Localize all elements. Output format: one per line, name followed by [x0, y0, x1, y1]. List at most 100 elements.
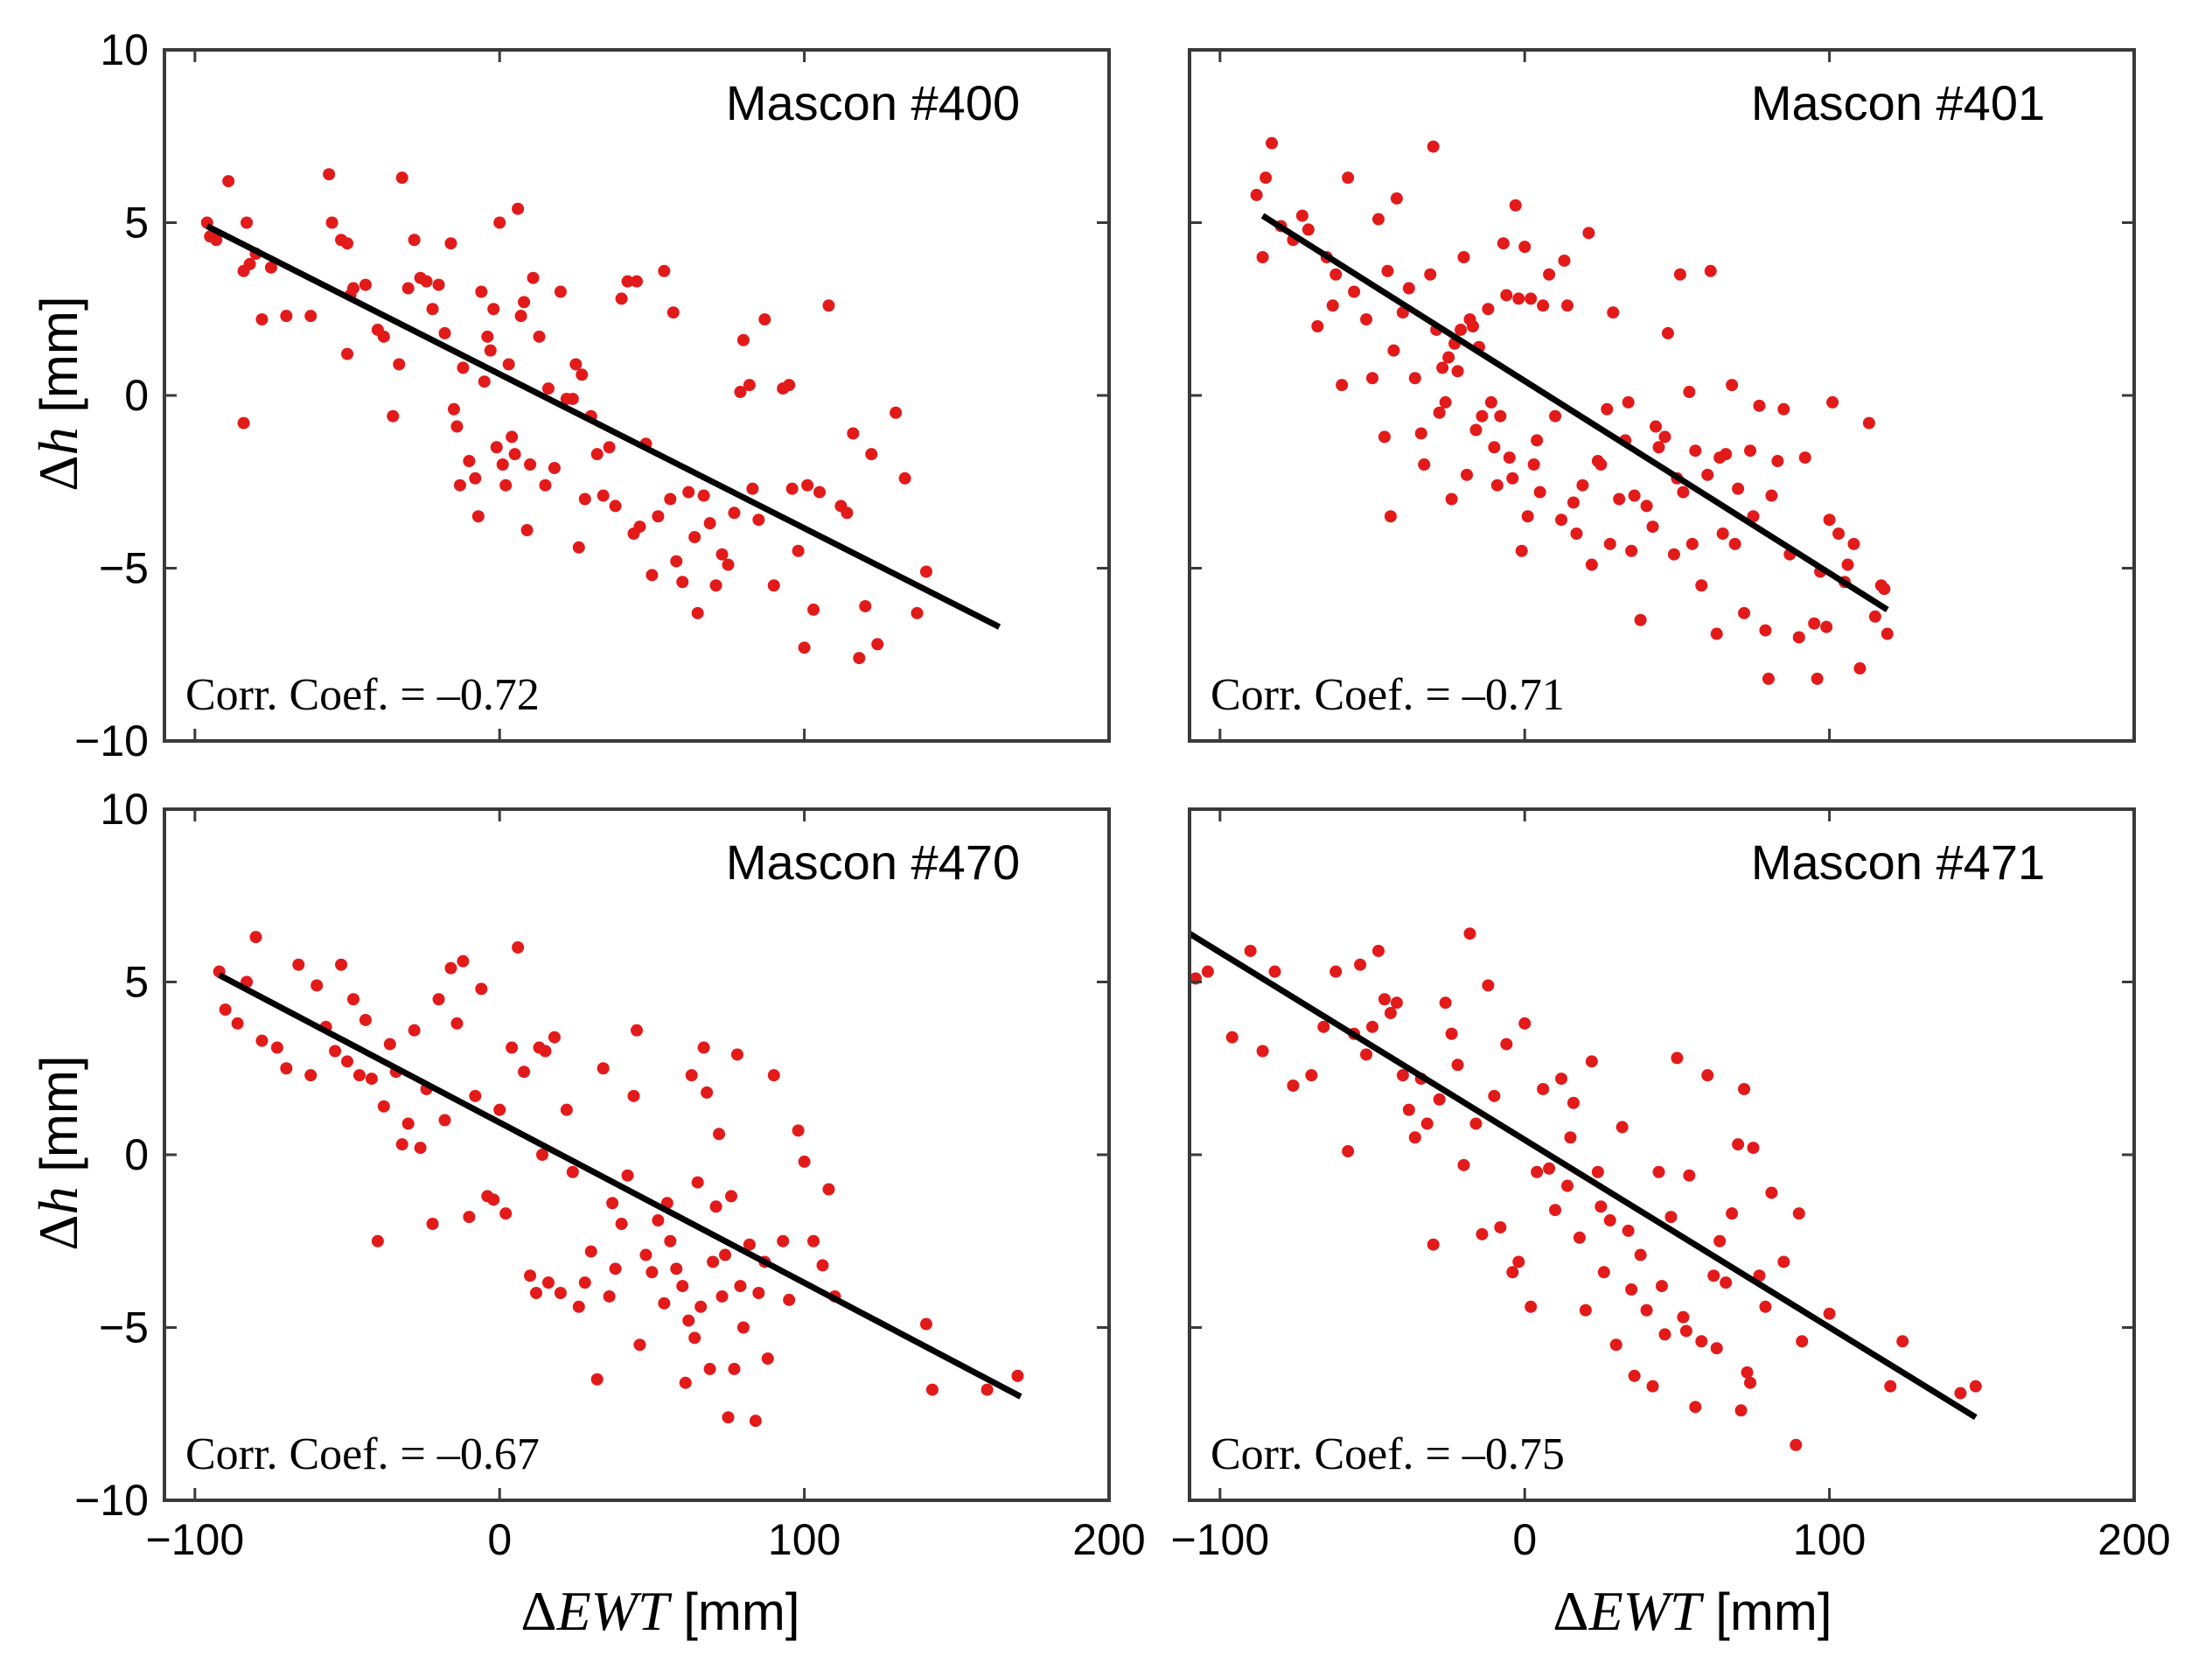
data-point	[597, 1062, 610, 1075]
x-tick-labels: −100 0 100 200	[1171, 1515, 2171, 1564]
data-point	[590, 1373, 604, 1386]
data-point	[1531, 1165, 1544, 1178]
data-point	[438, 326, 451, 339]
data-point	[1488, 1089, 1501, 1102]
data-point	[1701, 1069, 1714, 1082]
data-point	[502, 358, 515, 371]
data-point	[1506, 472, 1519, 485]
data-point	[576, 368, 589, 381]
data-point	[1564, 1131, 1577, 1144]
data-point	[658, 1296, 671, 1310]
data-point	[1518, 1017, 1532, 1030]
y-tick-label: 10	[100, 25, 149, 74]
data-point	[743, 1238, 756, 1251]
data-point	[478, 375, 491, 388]
data-point	[807, 1234, 820, 1247]
data-point	[1594, 1200, 1608, 1213]
data-point	[518, 1066, 531, 1079]
data-point	[1549, 409, 1562, 423]
data-point	[1439, 996, 1452, 1010]
data-point	[401, 282, 415, 295]
data-point	[1683, 386, 1696, 399]
data-point	[1336, 379, 1349, 392]
data-point	[1585, 1055, 1598, 1068]
data-point	[758, 313, 771, 326]
data-point	[1622, 395, 1635, 409]
data-point	[609, 500, 622, 513]
data-point	[1734, 1404, 1748, 1417]
data-point	[335, 958, 348, 971]
data-point	[1558, 254, 1571, 267]
data-point	[1792, 1207, 1805, 1220]
data-point	[578, 1276, 591, 1289]
data-point	[1525, 1300, 1538, 1313]
data-point	[325, 216, 338, 229]
data-point	[323, 168, 336, 181]
data-point	[365, 1073, 378, 1086]
data-point	[222, 175, 235, 188]
data-point	[1295, 209, 1308, 222]
data-point	[1360, 313, 1373, 326]
data-point	[1414, 427, 1427, 440]
data-point	[1603, 1214, 1616, 1227]
x-label-delta: Δ	[1553, 1580, 1588, 1642]
data-point	[1445, 1027, 1458, 1040]
correlation-annotation: Corr. Coef. = –0.67	[185, 1429, 540, 1479]
data-point	[243, 257, 256, 270]
data-point	[463, 455, 476, 468]
y-tick-labels: −10 −5 0 5 10	[74, 25, 149, 765]
data-point	[524, 1269, 537, 1282]
data-point	[401, 1117, 415, 1130]
x-tick-label: 100	[768, 1515, 841, 1564]
data-point	[691, 1176, 704, 1189]
data-point	[432, 993, 445, 1006]
data-point	[1710, 1342, 1723, 1355]
y-tick-label: 0	[124, 371, 149, 420]
data-point	[1777, 1255, 1790, 1268]
data-point	[1689, 444, 1702, 458]
data-point	[652, 1214, 665, 1227]
scatter-points	[1189, 927, 1982, 1451]
data-point	[670, 1262, 683, 1275]
data-point	[1823, 1307, 1836, 1320]
y-tick-label: 0	[124, 1130, 149, 1179]
data-point	[694, 1300, 708, 1313]
data-point	[1716, 528, 1729, 540]
data-point	[359, 1013, 372, 1026]
data-point	[1567, 1096, 1580, 1109]
data-point	[1622, 1224, 1635, 1237]
data-point	[210, 234, 223, 247]
data-point	[1455, 323, 1468, 336]
data-point	[1689, 1401, 1702, 1414]
data-point	[352, 1069, 366, 1082]
plot-frame	[1188, 807, 2136, 1502]
data-point	[1500, 289, 1513, 302]
data-point	[734, 1280, 747, 1293]
data-point	[241, 216, 254, 229]
data-point	[645, 1266, 659, 1279]
scatter-points	[200, 168, 932, 665]
y-tick-label: −10	[74, 716, 149, 765]
data-point	[792, 1124, 805, 1137]
data-point	[722, 558, 735, 571]
data-point	[539, 1045, 552, 1058]
data-point	[1420, 1117, 1434, 1130]
data-point	[539, 479, 552, 492]
data-point	[1685, 537, 1699, 550]
data-point	[1954, 1387, 1967, 1400]
data-point	[1484, 395, 1497, 409]
data-point	[1500, 1038, 1513, 1051]
data-point	[1732, 1138, 1745, 1151]
data-point	[457, 954, 470, 968]
data-point	[231, 1017, 244, 1030]
data-point	[1201, 965, 1214, 978]
data-point	[1628, 489, 1641, 502]
data-point	[1759, 1300, 1772, 1313]
data-point	[518, 296, 531, 309]
data-point	[1387, 344, 1400, 357]
data-point	[752, 1287, 765, 1299]
data-point	[463, 1211, 476, 1224]
data-point	[1707, 1269, 1720, 1282]
data-point	[395, 171, 408, 185]
data-point	[597, 489, 610, 502]
